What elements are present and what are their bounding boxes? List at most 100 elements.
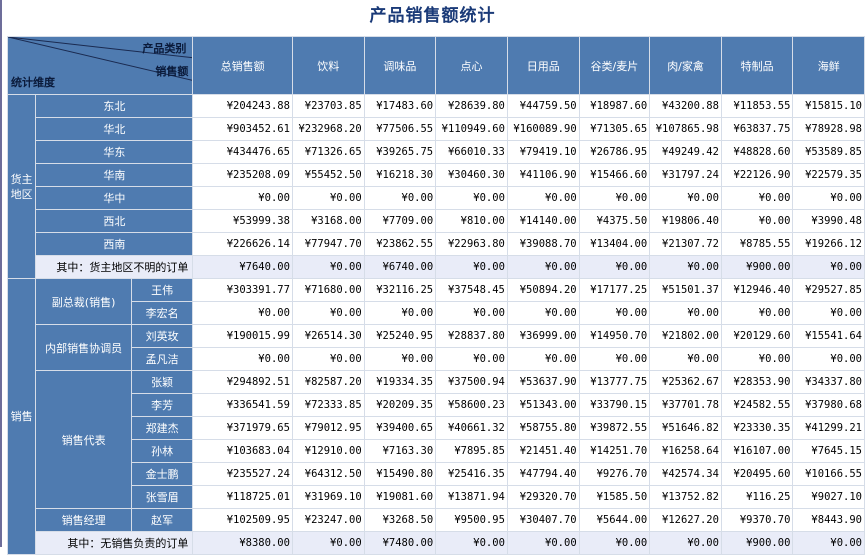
salesperson-name: 郑建杰: [130, 416, 194, 440]
value-cell: ¥0.00: [363, 347, 437, 371]
region-name: 东北: [35, 94, 194, 118]
value-cell: ¥13871.94: [435, 485, 508, 509]
value-cell: ¥0.00: [792, 531, 865, 555]
value-cell: ¥41299.21: [792, 416, 865, 440]
value-cell: ¥12946.40: [720, 278, 794, 302]
table-row: 货主地区 东北 ¥204243.88 ¥23703.85 ¥17483.60 ¥28639…: [6, 94, 865, 279]
value-cell: ¥16218.30: [363, 163, 437, 187]
salesperson-name: 孙林: [130, 439, 194, 463]
value-cell: ¥15466.60: [578, 163, 651, 187]
value-cell: ¥51501.37: [649, 278, 722, 302]
value-cell: ¥58600.23: [435, 393, 508, 417]
salesperson-name: 张颖: [130, 370, 194, 394]
value-cell: ¥31797.24: [649, 163, 722, 187]
value-cell: ¥102509.95: [192, 508, 293, 532]
column-header: 谷类/麦片: [578, 36, 651, 95]
value-cell: ¥0.00: [720, 186, 794, 210]
corner-dimension-label: 统计维度: [11, 76, 55, 89]
value-cell: ¥7895.85: [435, 439, 508, 463]
value-cell: ¥12627.20: [649, 508, 722, 532]
sales-subgroup-title: 内部销售协调员: [35, 324, 132, 371]
value-cell: ¥14950.70: [578, 324, 651, 348]
value-cell: ¥66010.33: [435, 140, 508, 164]
column-header: 总销售额: [192, 36, 293, 95]
value-cell: ¥23247.00: [291, 508, 365, 532]
value-cell: ¥19081.60: [363, 485, 437, 509]
value-cell: ¥47794.40: [506, 462, 580, 486]
value-cell: ¥64312.50: [291, 462, 365, 486]
value-cell: ¥19266.12: [792, 232, 865, 256]
value-cell: ¥116.25: [720, 485, 794, 509]
value-cell: ¥235527.24: [192, 462, 293, 486]
value-cell: ¥21802.00: [649, 324, 722, 348]
value-cell: ¥72333.85: [291, 393, 365, 417]
value-cell: ¥13777.75: [578, 370, 651, 394]
value-cell: ¥24582.55: [720, 393, 794, 417]
table-row: 西南 ¥226626.14 ¥77947.70 ¥23862.55 ¥22963.80 ¥…: [8, 232, 865, 256]
region-name: 华东: [35, 140, 194, 164]
value-cell: ¥0.00: [435, 255, 508, 279]
table-row: 华南 ¥235208.09 ¥55452.50 ¥16218.30 ¥30460.30 ¥…: [8, 163, 865, 187]
value-cell: ¥36999.00: [506, 324, 580, 348]
value-cell: ¥0.00: [649, 531, 722, 555]
value-cell: ¥226626.14: [192, 232, 293, 256]
value-cell: ¥33790.15: [578, 393, 651, 417]
value-cell: ¥30460.30: [435, 163, 508, 187]
column-header: 点心: [435, 36, 508, 95]
value-cell: ¥0.00: [291, 301, 365, 325]
value-cell: ¥9276.70: [578, 462, 651, 486]
value-cell: ¥0.00: [291, 531, 365, 555]
value-cell: ¥8380.00: [192, 531, 293, 555]
value-cell: ¥53637.90: [506, 370, 580, 394]
value-cell: ¥16258.64: [649, 439, 722, 463]
value-cell: ¥7640.00: [192, 255, 293, 279]
value-cell: ¥51646.82: [649, 416, 722, 440]
region-name: 华中: [35, 186, 194, 210]
value-cell: ¥42574.34: [649, 462, 722, 486]
value-cell: ¥0.00: [506, 255, 580, 279]
value-cell: ¥77947.70: [291, 232, 365, 256]
region-group-label: 货主地区: [6, 94, 37, 279]
value-cell: ¥21451.40: [506, 439, 580, 463]
value-cell: ¥43200.88: [649, 94, 722, 118]
value-cell: ¥9370.70: [720, 508, 794, 532]
value-cell: ¥434476.65: [192, 140, 293, 164]
column-header: 日用品: [506, 36, 580, 95]
table-row: 孙林 ¥103683.04 ¥12910.00 ¥7163.30 ¥7895.85 ¥21…: [8, 439, 865, 463]
value-cell: ¥0.00: [192, 301, 293, 325]
column-header: 饮料: [291, 36, 365, 95]
value-cell: ¥21307.72: [649, 232, 722, 256]
table-row: 郑建杰 ¥371979.65 ¥79012.95 ¥39400.65 ¥40661.32…: [8, 416, 865, 440]
value-cell: ¥0.00: [792, 347, 865, 371]
table-row: 销售代表 张颖 ¥294892.51 ¥82587.20 ¥19334.35 ¥37500…: [8, 370, 865, 509]
value-cell: ¥31969.10: [291, 485, 365, 509]
value-cell: ¥8785.55: [720, 232, 794, 256]
table-row: 华东 ¥434476.65 ¥71326.65 ¥39265.75 ¥66010.33 ¥…: [8, 140, 865, 164]
value-cell: ¥9027.10: [792, 485, 865, 509]
value-cell: ¥23703.85: [291, 94, 365, 118]
value-cell: ¥20209.35: [363, 393, 437, 417]
sales-unknown-label: 其中：无销售负责的订单: [35, 531, 194, 555]
value-cell: ¥0.00: [792, 301, 865, 325]
value-cell: ¥232968.20: [291, 117, 365, 141]
value-cell: ¥0.00: [649, 255, 722, 279]
value-cell: ¥0.00: [720, 301, 794, 325]
value-cell: ¥160089.90: [506, 117, 580, 141]
value-cell: ¥55452.50: [291, 163, 365, 187]
value-cell: ¥15541.64: [792, 324, 865, 348]
value-cell: ¥53589.85: [792, 140, 865, 164]
value-cell: ¥15815.10: [792, 94, 865, 118]
value-cell: ¥58755.80: [506, 416, 580, 440]
table-row: 销售 副总裁(销售) 王伟 ¥303391.77 ¥71680.00 ¥32116.25 ¥…: [6, 278, 865, 555]
value-cell: ¥204243.88: [192, 94, 293, 118]
region-name: 华南: [35, 163, 194, 187]
value-cell: ¥0.00: [363, 186, 437, 210]
value-cell: ¥0.00: [291, 186, 365, 210]
table-row: 内部销售协调员 刘英玫 ¥190015.99 ¥26514.30 ¥25240.95 ¥2…: [8, 324, 865, 371]
value-cell: ¥3268.50: [363, 508, 437, 532]
value-cell: ¥0.00: [435, 186, 508, 210]
value-cell: ¥13752.82: [649, 485, 722, 509]
region-unknown-row: 其中：货主地区不明的订单 ¥7640.00 ¥0.00 ¥6740.00 ¥0.00 ¥0…: [8, 255, 865, 279]
value-cell: ¥0.00: [578, 255, 651, 279]
salesperson-name: 赵军: [130, 508, 194, 532]
